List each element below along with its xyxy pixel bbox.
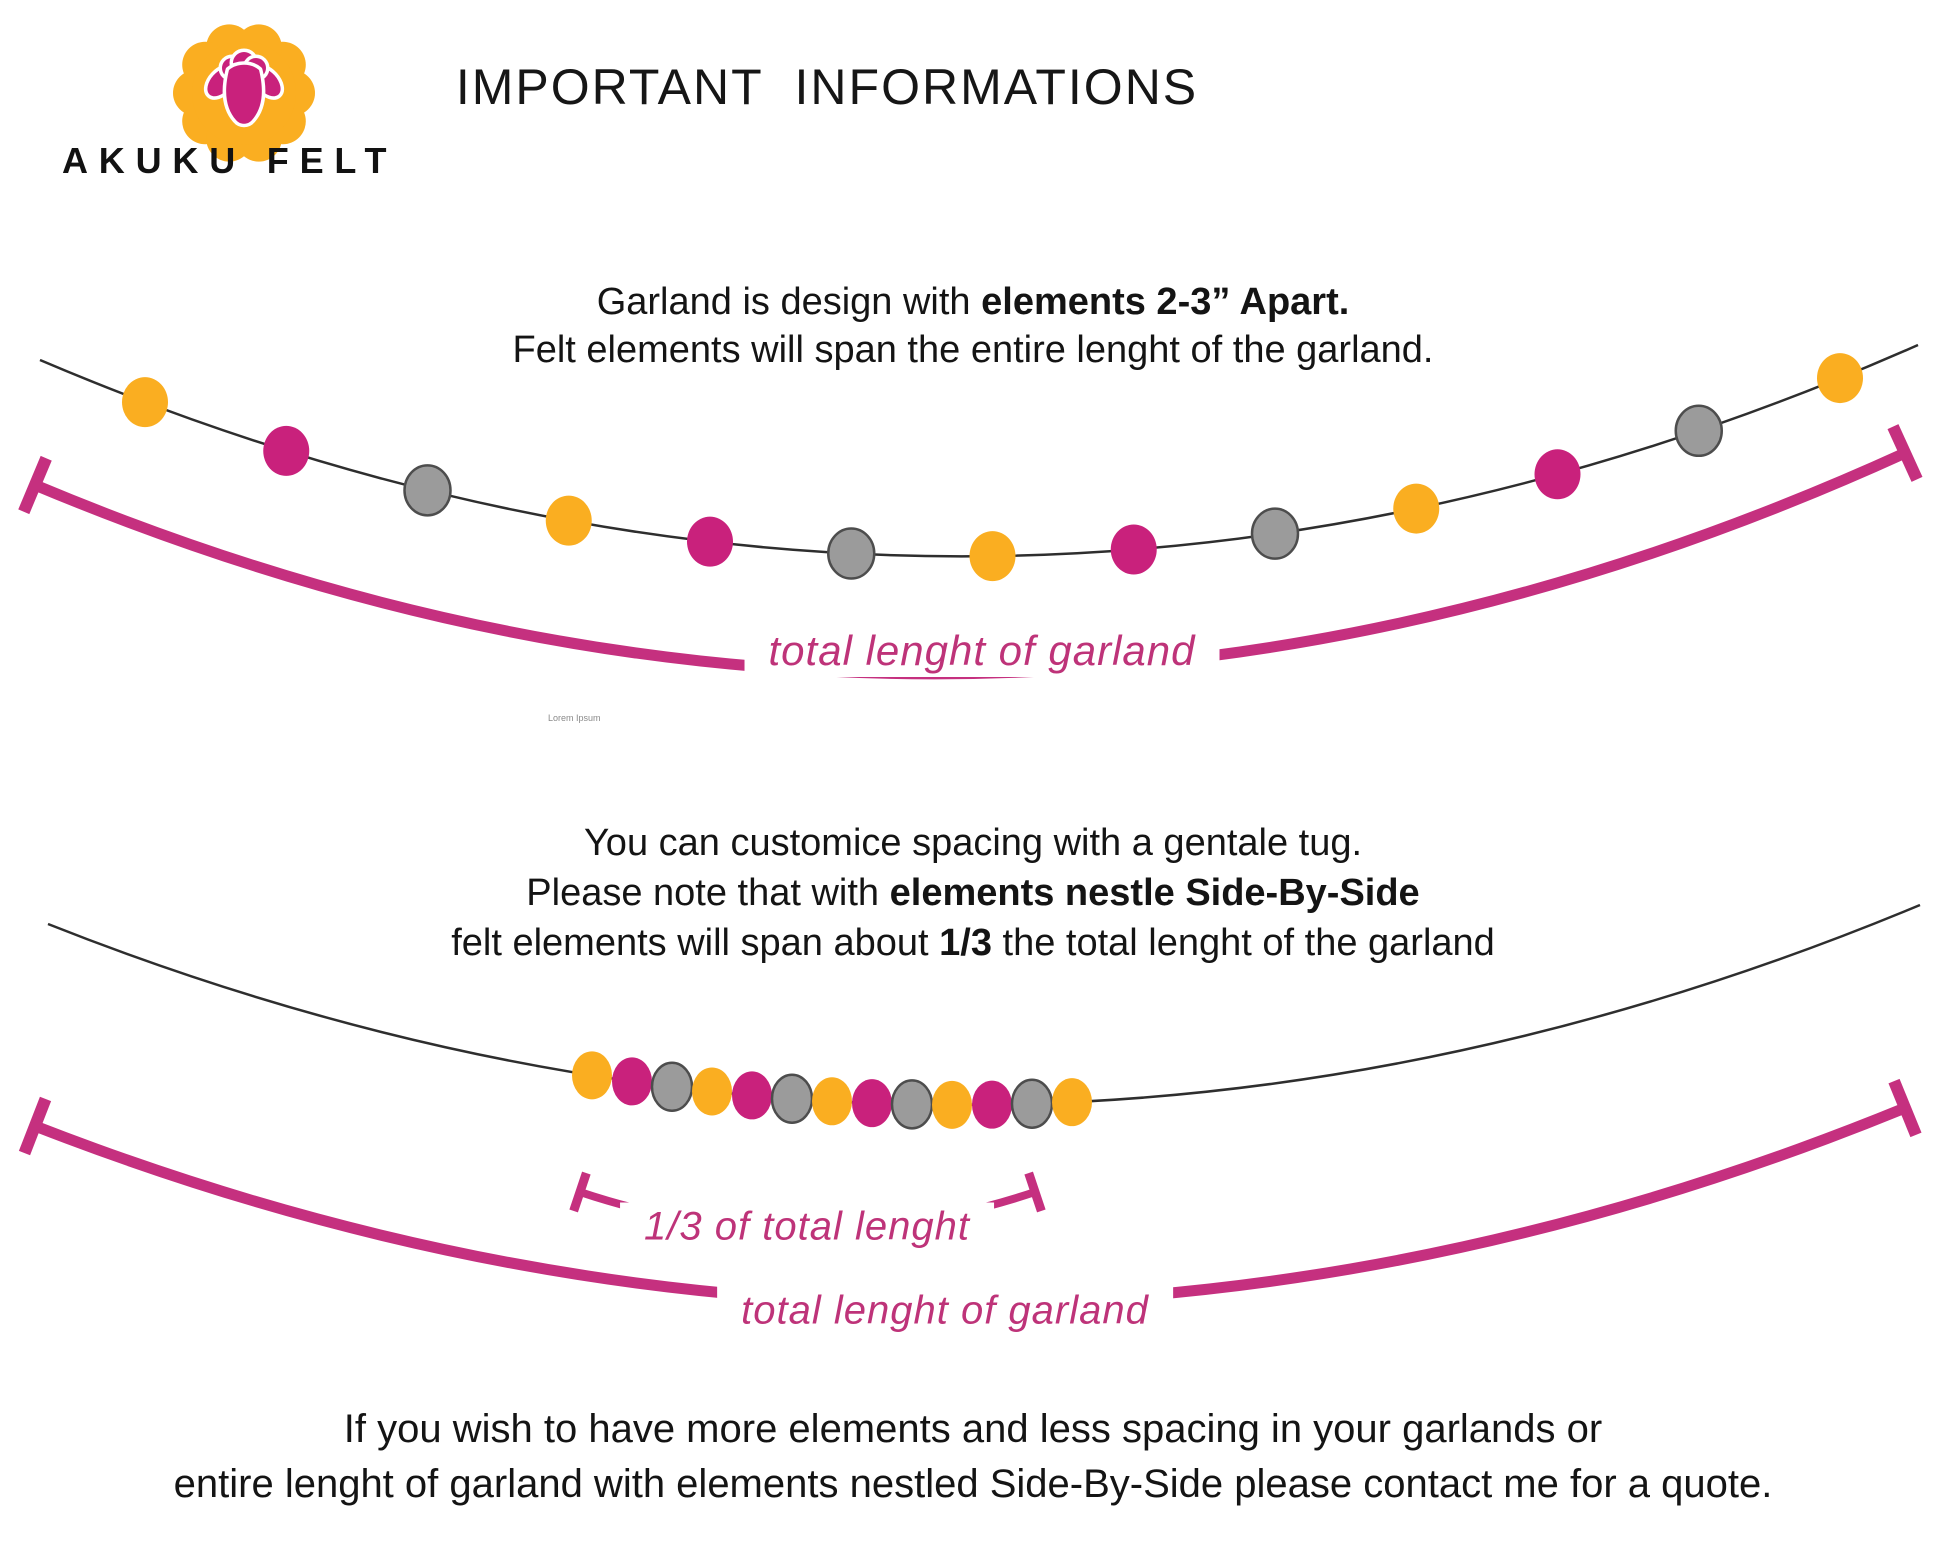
garland1-dot-13-yellow xyxy=(1817,353,1863,404)
total-length-label-1: total lenght of garland xyxy=(744,625,1220,677)
garland2-dot-11-pink xyxy=(972,1080,1012,1129)
garland1-dot-11-pink xyxy=(1534,449,1581,500)
garland2-dot-4-yellow xyxy=(692,1067,732,1116)
garland1-dot-3-gray xyxy=(403,464,452,517)
garland1-dot-4-yellow xyxy=(545,495,592,546)
watermark-text: Lorem Ipsum xyxy=(548,713,601,723)
brand-name: AKUKU FELT xyxy=(62,140,398,181)
footer-note: If you wish to have more elements and le… xyxy=(0,1402,1946,1512)
garland1-dot-7-yellow xyxy=(969,531,1016,582)
garland1-dot-12-gray xyxy=(1674,404,1723,458)
bracket-tick-right xyxy=(1024,1171,1046,1213)
section2-line2-bold: elements nestle Side-By-Side xyxy=(889,872,1420,914)
section1-line1: Garland is design with elements 2-3” Apa… xyxy=(0,278,1946,326)
garland2-dot-13-yellow xyxy=(1052,1078,1092,1127)
logo-sheep-icon xyxy=(173,24,315,162)
section2-line2-regular: Please note that with xyxy=(526,872,890,914)
section2-line3-bold: 1/3 xyxy=(939,922,992,964)
sheep-head xyxy=(203,48,285,128)
garland2-dot-3-gray xyxy=(650,1061,694,1113)
section2-line3-regular: felt elements will span about xyxy=(451,922,940,964)
bracket-tick-left xyxy=(569,1171,591,1213)
measure1-tick-left xyxy=(18,455,52,515)
garland2-dot-9-gray xyxy=(890,1079,934,1130)
garland2-dot-5-pink xyxy=(732,1071,772,1120)
measure2-tick-right xyxy=(1888,1078,1922,1138)
section1-line2: Felt elements will span the entire lengh… xyxy=(512,329,1434,371)
measure2-tick-left xyxy=(18,1096,52,1156)
garland1-dot-2-pink xyxy=(263,425,310,476)
garland1-dot-10-yellow xyxy=(1393,483,1440,534)
total-length-label-2: total lenght of garland xyxy=(717,1286,1173,1336)
footer-line2: entire lenght of garland with elements n… xyxy=(173,1462,1773,1506)
garland1-dot-5-pink xyxy=(687,516,733,567)
sheep-body-cloud xyxy=(173,24,315,162)
garland2-dot-6-gray xyxy=(770,1073,814,1124)
section2-line2: Please note that with elements nestle Si… xyxy=(0,868,1946,918)
garland2-dot-10-yellow xyxy=(932,1080,972,1129)
footer-line1: If you wish to have more elements and le… xyxy=(343,1407,1603,1451)
garland2-dot-1-yellow xyxy=(572,1051,612,1100)
garland2-dot-2-pink xyxy=(612,1057,652,1106)
section2-line3: felt elements will span about 1/3 the to… xyxy=(0,918,1946,968)
section1-note: Garland is design with elements 2-3” Apa… xyxy=(0,278,1946,374)
page-title: IMPORTANT INFORMATIONS xyxy=(455,59,1199,115)
section2-line1: You can customice spacing with a gentale… xyxy=(583,822,1363,864)
garland1-dot-8-pink xyxy=(1110,524,1157,575)
section1-line1-bold: elements 2-3” Apart. xyxy=(981,281,1350,323)
one-third-length-label: 1/3 of total lenght xyxy=(620,1202,994,1252)
garland2-dot-7-yellow xyxy=(812,1077,852,1126)
garland2-dot-8-pink xyxy=(852,1079,892,1128)
garland1-dot-6-gray xyxy=(827,527,876,580)
section2-line3-regular2: the total lenght of the garland xyxy=(991,922,1495,964)
garland1-dot-9-gray xyxy=(1250,507,1300,560)
measure1-tick-right xyxy=(1887,424,1923,482)
section1-line1-regular: Garland is design with xyxy=(596,281,982,323)
section2-note: You can customice spacing with a gentale… xyxy=(0,818,1946,968)
garland1-string xyxy=(39,343,1919,558)
garland2-dot-12-gray xyxy=(1010,1078,1054,1130)
garland1-dot-1-yellow xyxy=(122,377,168,428)
